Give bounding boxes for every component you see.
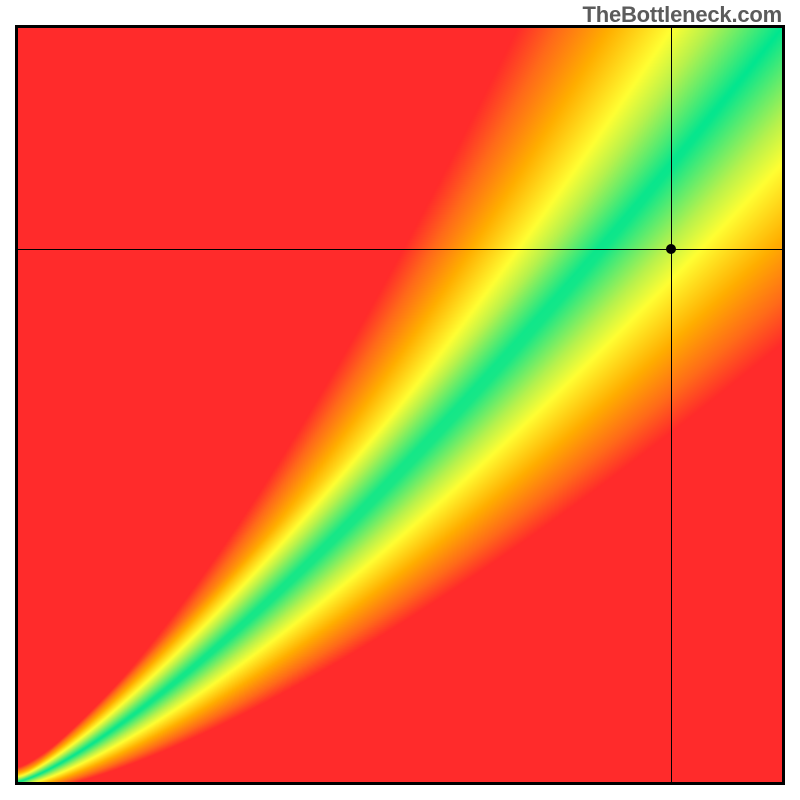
bottleneck-heatmap xyxy=(18,28,782,782)
chart-frame: TheBottleneck.com xyxy=(0,0,800,800)
plot-area xyxy=(15,25,785,785)
